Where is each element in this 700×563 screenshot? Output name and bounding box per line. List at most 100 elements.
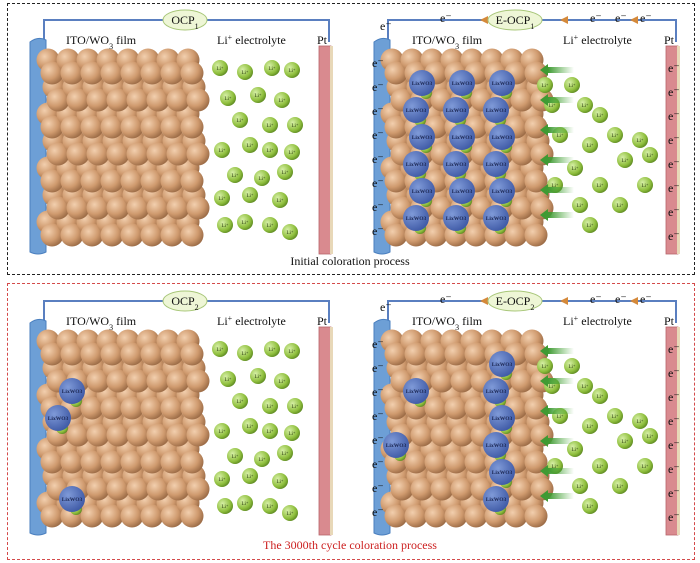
li-ion-label: Li⁺ [276,198,283,204]
li-ion [262,117,278,133]
li-ion [214,471,230,487]
li-ion-label: Li⁺ [266,123,273,129]
li-ion-label: Li⁺ [254,374,261,380]
li-flux-arrowhead [540,465,548,477]
electron-label: e⁻ [372,385,384,399]
wo3-particle [126,88,150,112]
pt-label: Pt [317,33,328,47]
cell-label-bubble [162,290,208,312]
wo3-particle [384,396,408,420]
electron-label: e⁻ [372,80,384,94]
li-ion [284,144,300,160]
wo3-particle [106,142,130,166]
li-ion-label: Li⁺ [224,96,231,102]
li-ion [582,498,598,514]
li-ion [262,498,278,514]
lixwo3-label: LixWO3 [412,189,433,195]
wo3-particle [46,196,70,220]
li-ion [612,478,628,494]
cell-label: OCP1 [171,13,198,31]
wo3-particle [464,342,488,366]
electron-label: e⁻ [440,11,452,25]
li-ion-label: Li⁺ [236,399,243,405]
wo3-particle [160,61,184,85]
li-ion [220,371,236,387]
electron-label: e⁻ [372,337,384,351]
lixwo3-label: LixWO3 [452,81,473,87]
wo3-particle [80,504,104,528]
lixwo3-label: LixWO3 [406,216,427,222]
wo3-particle [40,115,64,139]
electron-label: e⁻ [668,157,680,171]
wo3-particle [510,88,534,112]
wo3-particle [160,169,184,193]
li-ion [274,92,290,108]
electron-label: e⁻ [372,200,384,214]
wo3-particle [186,196,210,220]
li-ion-label: Li⁺ [218,429,225,435]
li-ion [632,132,648,148]
pt-electrode [665,45,679,255]
wo3-particle [180,169,204,193]
li-ion-label: Li⁺ [236,118,243,124]
li-ion [284,425,300,441]
lixwo3-particle [483,151,509,177]
li-ion [284,343,300,359]
li-ion-label: Li⁺ [571,447,578,453]
wo3-particle [180,223,204,247]
wo3-particle [40,169,64,193]
li-ion-label: Li⁺ [541,83,548,89]
electron-label: e⁻ [372,433,384,447]
wo3-particle [180,61,204,85]
ito-electrode [373,318,391,536]
li-flux-arrow [548,97,574,103]
electron-label: e⁻ [372,104,384,118]
li-ion-label: Li⁺ [596,113,603,119]
electron-label: e⁻ [668,414,680,428]
wo3-particle [180,504,204,528]
wo3-particle [444,396,468,420]
wo3-particle [80,115,104,139]
electron-label: e⁻ [668,366,680,380]
wo3-particle [146,369,170,393]
lixwo3-label: LixWO3 [492,416,513,422]
li-ion [237,495,253,511]
wo3-particle [166,369,190,393]
wo3-particle [60,342,84,366]
electron-label: e⁻ [372,128,384,142]
electron-label: e⁻ [590,292,602,306]
li-ion [572,197,588,213]
li-ion [242,137,258,153]
wo3-particle [404,450,428,474]
li-ion [262,142,278,158]
wo3-particle [510,142,534,166]
cell-label: OCP2 [171,294,198,312]
electron-label: e⁻ [668,133,680,147]
wo3-particle [444,342,468,366]
wo3-particle [404,342,428,366]
wo3-particle [450,477,474,501]
wo3-particle [146,142,170,166]
li-ion-label: Li⁺ [288,150,295,156]
li-ion-label: Li⁺ [231,173,238,179]
li-ion [637,177,653,193]
wo3-particle [146,423,170,447]
li-ion [642,428,658,444]
lixwo3-particle [443,97,469,123]
li-ion [217,498,233,514]
li-ion [274,373,290,389]
wo3-particle [160,504,184,528]
lixwo3-particle [449,178,475,204]
li-ion [232,393,248,409]
wo3-particle [384,342,408,366]
electron-label: e⁻ [440,292,452,306]
li-ion [617,152,633,168]
wo3-particle [120,61,144,85]
wo3-particle [100,115,124,139]
li-ion-label: Li⁺ [548,103,555,109]
li-ion-label: Li⁺ [551,183,558,189]
li-flux-arrow [548,438,574,444]
electron-label: e⁻ [668,510,680,524]
li-ion-label: Li⁺ [246,424,253,430]
li-ion-label: Li⁺ [266,404,273,410]
